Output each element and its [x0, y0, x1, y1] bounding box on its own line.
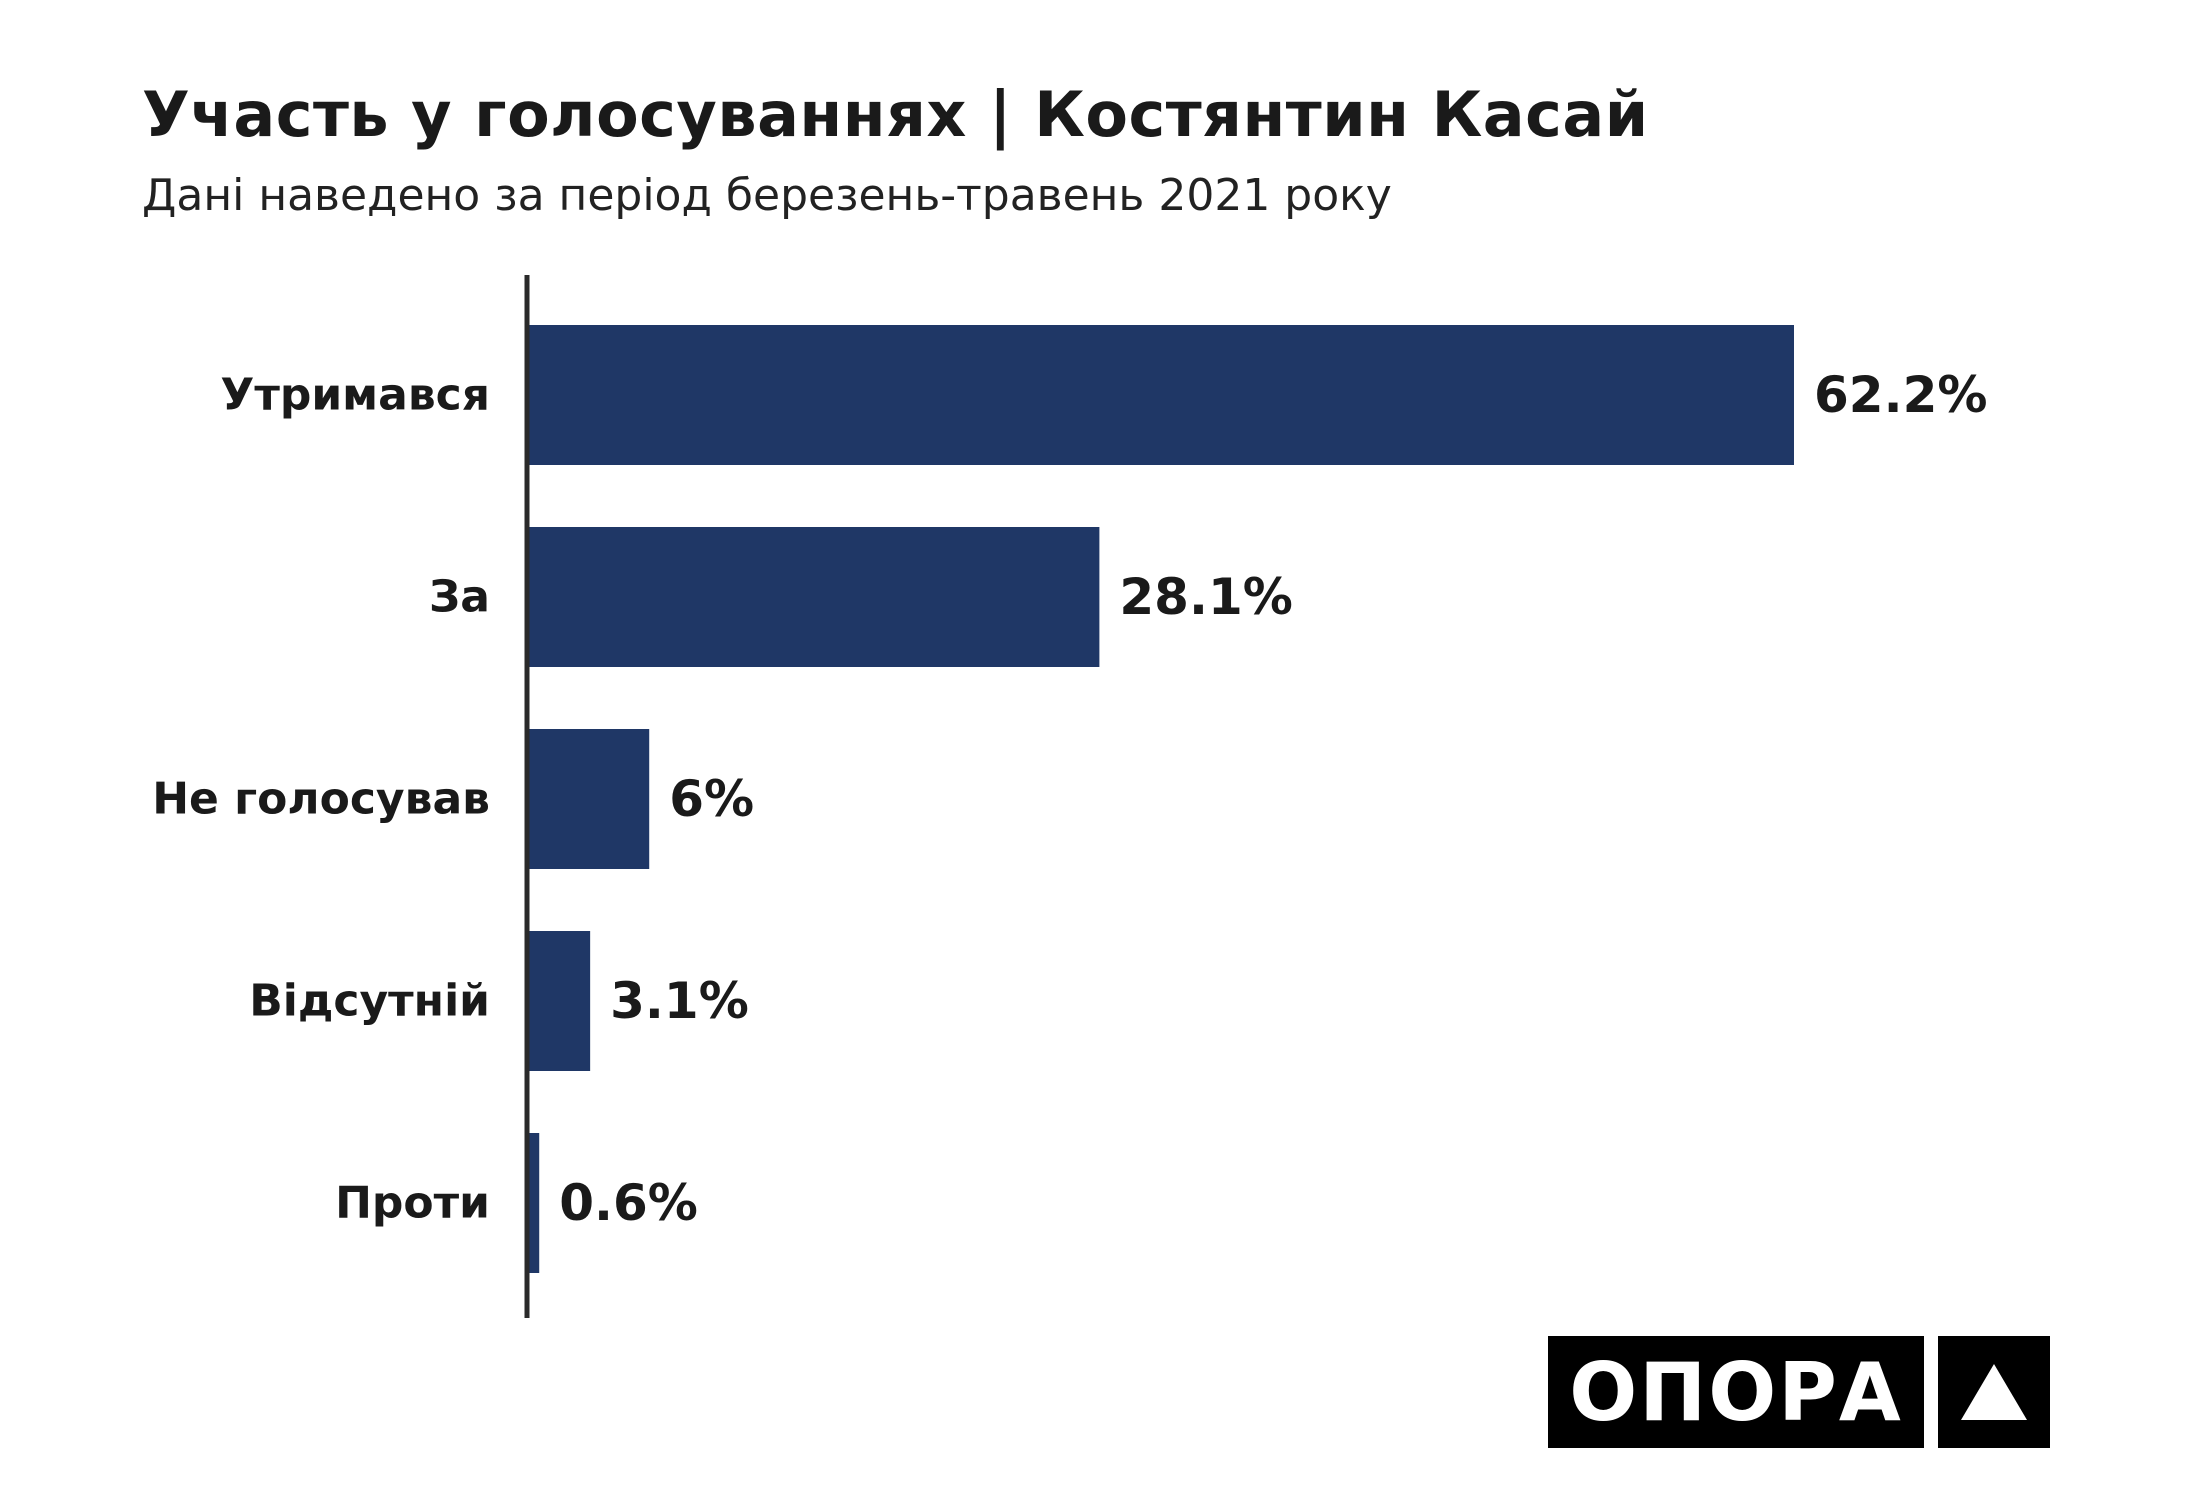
value-label-3: 3.1%: [610, 972, 749, 1030]
value-label-2: 6%: [669, 770, 754, 828]
category-label-3: Відсутній: [249, 976, 490, 1027]
chart-title: Участь у голосуваннях | Костянтин Касай: [142, 78, 1649, 151]
opora-logo: ОПОРА: [1548, 1336, 2050, 1448]
bars-group: Утримався 62.2% За 28.1% Не голосував 6% Відсу…: [152, 325, 1987, 1273]
chart-subtitle: Дані наведено за період березень-травень…: [142, 170, 1392, 221]
value-label-0: 62.2%: [1814, 366, 1987, 424]
category-label-4: Проти: [335, 1178, 490, 1229]
bar-0: [527, 325, 1794, 465]
bar-2: [527, 729, 650, 869]
value-label-1: 28.1%: [1119, 568, 1292, 626]
bar-4: [527, 1133, 540, 1273]
bar-1: [527, 527, 1100, 667]
bar-3: [527, 931, 591, 1071]
category-label-1: За: [429, 572, 490, 623]
triangle-up-icon: [1938, 1336, 2050, 1448]
logo-wordmark: ОПОРА: [1548, 1336, 1924, 1448]
category-label-0: Утримався: [220, 370, 490, 421]
triangle-up-icon-shape: [1961, 1364, 2027, 1420]
category-label-2: Не голосував: [152, 774, 490, 825]
value-label-4: 0.6%: [559, 1174, 698, 1232]
